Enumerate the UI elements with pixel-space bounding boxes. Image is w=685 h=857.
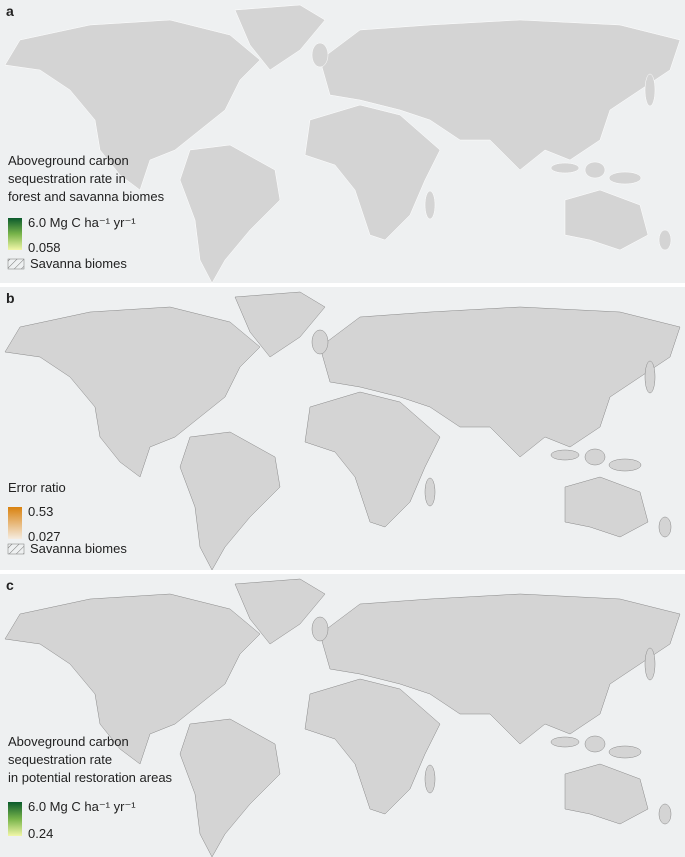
legend-hatch: Savanna biomes	[30, 256, 127, 271]
colorbar	[8, 507, 22, 539]
panel-label: b	[6, 290, 15, 306]
legend-title: forest and savanna biomes	[8, 189, 165, 204]
panel-c: c Aboveground carbon sequestration rate in …	[0, 574, 685, 857]
legend-title: Error ratio	[8, 480, 66, 495]
colorbar	[8, 218, 22, 250]
panel-label: a	[6, 3, 14, 19]
legend-title: sequestration rate	[8, 752, 112, 767]
colorbar	[8, 802, 22, 836]
hatch-swatch	[7, 543, 25, 555]
legend-min: 0.24	[28, 826, 53, 841]
legend-title: in potential restoration areas	[8, 770, 173, 785]
panel-label: c	[6, 577, 14, 593]
hatch-swatch	[7, 258, 25, 270]
legend-hatch: Savanna biomes	[30, 541, 127, 556]
legend-min: 0.027	[28, 529, 61, 544]
legend-title: sequestration rate in	[8, 171, 126, 186]
legend-title: Aboveground carbon	[8, 153, 129, 168]
legend-max: 6.0 Mg C ha⁻¹ yr⁻¹	[28, 215, 136, 230]
legend-max: 6.0 Mg C ha⁻¹ yr⁻¹	[28, 799, 136, 814]
legend-title: Aboveground carbon	[8, 734, 129, 749]
legend-max: 0.53	[28, 504, 53, 519]
panel-a: a Aboveground carbon sequestration rate in…	[0, 0, 685, 284]
legend-min: 0.058	[28, 240, 61, 255]
